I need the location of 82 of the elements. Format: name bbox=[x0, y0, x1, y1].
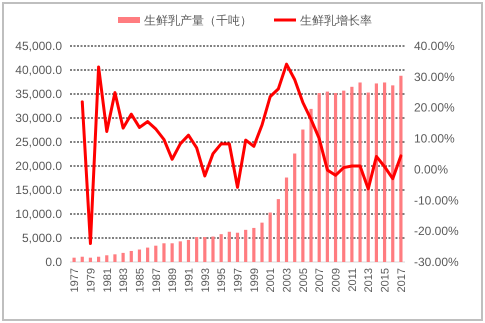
bar bbox=[154, 246, 158, 262]
bar bbox=[366, 92, 370, 262]
y2-tick-label: -20.00% bbox=[414, 224, 460, 238]
bar bbox=[178, 241, 182, 262]
bar bbox=[334, 93, 338, 262]
y-tick-label: 35,000.0 bbox=[15, 87, 62, 101]
y2-tick-label: -30.00% bbox=[414, 255, 460, 269]
bar bbox=[80, 256, 84, 262]
bar bbox=[195, 237, 198, 262]
bar bbox=[260, 222, 264, 262]
y-tick-label: 25,000.0 bbox=[15, 135, 62, 149]
y2-tick-label: 0.00% bbox=[414, 162, 448, 176]
bar bbox=[211, 236, 215, 262]
x-tick-label: 2015 bbox=[380, 268, 392, 292]
bar bbox=[276, 199, 280, 262]
x-tick-label: 1977 bbox=[69, 268, 82, 292]
bar bbox=[374, 83, 378, 262]
bar bbox=[122, 252, 125, 262]
bar bbox=[342, 90, 346, 262]
bar bbox=[284, 178, 288, 262]
y2-tick-label: -10.00% bbox=[414, 193, 460, 208]
bar bbox=[326, 92, 329, 262]
bar bbox=[146, 248, 150, 262]
y2-tick-label: 40.00% bbox=[414, 39, 456, 53]
bar bbox=[268, 212, 272, 262]
x-tick-label: 2001 bbox=[265, 268, 278, 292]
bar bbox=[350, 86, 354, 262]
x-tick-label: 1997 bbox=[232, 268, 244, 292]
x-tick-label: 1981 bbox=[102, 268, 114, 292]
x-tick-label: 2013 bbox=[363, 268, 376, 292]
y-tick-label: 40,000.0 bbox=[15, 63, 62, 77]
x-tick-label: 2003 bbox=[282, 268, 294, 292]
bar bbox=[72, 258, 76, 262]
x-tick-label: 1995 bbox=[216, 268, 228, 292]
x-tick-label: 1979 bbox=[85, 268, 98, 292]
bar bbox=[220, 234, 223, 262]
bar bbox=[301, 130, 304, 262]
x-tick-label: 2005 bbox=[298, 268, 310, 292]
x-tick-label: 2011 bbox=[346, 268, 359, 292]
x-tick-label: 2017 bbox=[396, 268, 408, 292]
y-tick-label: 45,000.0 bbox=[15, 39, 62, 53]
bar bbox=[252, 228, 256, 262]
x-tick-label: 1993 bbox=[200, 268, 212, 292]
x-tick-label: 1989 bbox=[167, 268, 180, 292]
y-tick-label: 10,000.0 bbox=[15, 207, 62, 221]
bar bbox=[236, 232, 240, 262]
bar bbox=[244, 230, 248, 262]
bar bbox=[399, 76, 403, 262]
bar bbox=[88, 258, 92, 262]
bar bbox=[97, 256, 100, 262]
x-tick-label: 1991 bbox=[183, 268, 196, 292]
bar bbox=[318, 93, 321, 262]
bar bbox=[138, 250, 142, 262]
line-series bbox=[80, 62, 402, 245]
y2-tick-label: 20.00% bbox=[414, 100, 456, 115]
bar bbox=[203, 237, 206, 262]
x-tick-label: 1983 bbox=[118, 268, 130, 292]
x-tick-label: 1987 bbox=[150, 268, 163, 292]
x-tick-label: 1999 bbox=[248, 268, 261, 292]
y-tick-label: 0.0 bbox=[45, 255, 62, 269]
y-tick-label: 20,000.0 bbox=[15, 159, 62, 173]
bar bbox=[162, 243, 166, 262]
x-tick-label: 1985 bbox=[134, 268, 146, 292]
bar bbox=[391, 85, 394, 262]
bar bbox=[170, 243, 174, 262]
bar bbox=[293, 154, 296, 262]
bar bbox=[358, 82, 362, 262]
bar bbox=[382, 82, 386, 262]
legend-label: 生鲜乳产量（千吨） bbox=[144, 14, 252, 28]
y-tick-label: 15,000.0 bbox=[15, 183, 62, 197]
bar bbox=[113, 254, 117, 262]
x-tick-label: 2009 bbox=[330, 268, 343, 292]
legend-label: 生鲜乳增长率 bbox=[300, 14, 372, 28]
x-tick-label: 2007 bbox=[314, 268, 326, 292]
y-tick-label: 5,000.0 bbox=[22, 231, 62, 245]
bar bbox=[228, 232, 231, 262]
bar bbox=[105, 255, 108, 262]
bar bbox=[130, 250, 133, 262]
y2-tick-label: 30.00% bbox=[414, 70, 456, 84]
bar bbox=[186, 240, 190, 262]
y-tick-label: 30,000.0 bbox=[15, 111, 62, 125]
y2-tick-label: 10.00% bbox=[414, 132, 456, 146]
